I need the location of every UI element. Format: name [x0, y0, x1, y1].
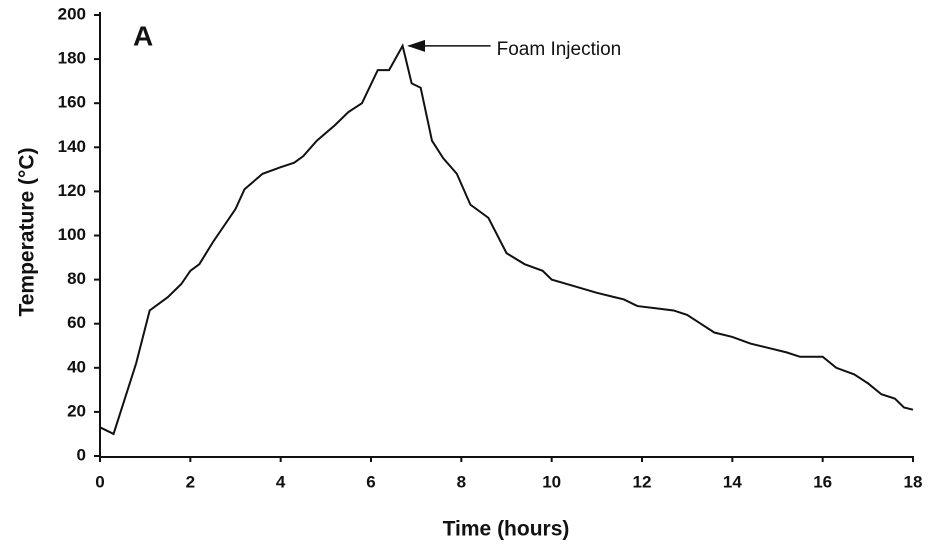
x-tick-label: 14 [723, 472, 742, 491]
y-tick-label: 160 [58, 93, 86, 112]
annotation: Foam Injection [497, 39, 622, 60]
y-axis-label: Temperature (°C) [16, 147, 39, 316]
y-tick-label: 80 [67, 269, 86, 288]
x-tick-label: 0 [95, 472, 104, 491]
x-axis-label: Time (hours) [443, 518, 570, 541]
y-tick-label: 0 [77, 445, 86, 464]
x-tick-label: 16 [813, 472, 832, 491]
x-tick-label: 12 [633, 472, 652, 491]
y-tick-label: 120 [58, 181, 86, 200]
x-tick-label: 10 [542, 472, 561, 491]
y-tick-label: 40 [67, 357, 86, 376]
y-tick-label: 140 [58, 137, 86, 156]
x-tick-label: 8 [457, 472, 466, 491]
y-tick-label: 180 [58, 49, 86, 68]
x-tick-label: 6 [366, 472, 375, 491]
y-tick-label: 60 [67, 313, 86, 332]
y-tick-label: 100 [58, 225, 86, 244]
line [99, 43, 914, 436]
x-tick-label: 4 [276, 472, 286, 491]
x-tick-label: 18 [904, 472, 923, 491]
y-tick-label: 20 [67, 401, 86, 420]
x-tick-label: 2 [186, 472, 195, 491]
panel-label: A [133, 20, 153, 51]
y-tick-label: 200 [58, 4, 86, 23]
